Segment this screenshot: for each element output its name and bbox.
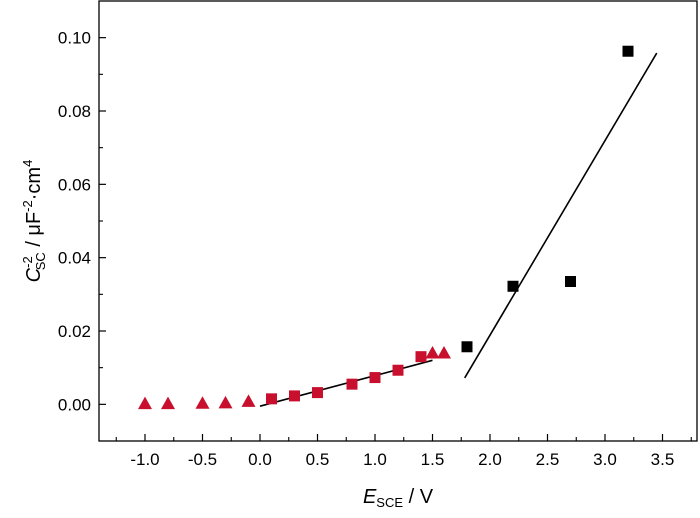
square-marker bbox=[565, 276, 576, 287]
square-marker bbox=[622, 45, 634, 57]
square-marker bbox=[369, 372, 381, 384]
square-marker bbox=[346, 378, 358, 390]
x-tick-labels: -1.0 -0.5 0.0 0.5 1.0 1.5 2.0 2.5 3.0 3.5 bbox=[130, 450, 674, 469]
square-marker bbox=[507, 280, 519, 292]
y-tick-label: 0.02 bbox=[58, 322, 91, 341]
triangle-marker bbox=[241, 394, 256, 407]
triangle-marker bbox=[437, 346, 451, 359]
y-tick-label: 0.00 bbox=[58, 395, 91, 414]
axis-ticks bbox=[99, 37, 692, 441]
triangle-marker bbox=[195, 396, 210, 409]
x-tick-label: 2.0 bbox=[478, 450, 502, 469]
square-marker bbox=[312, 387, 323, 399]
x-axis-label: ESCE / V bbox=[363, 486, 434, 510]
fit-line bbox=[259, 359, 433, 407]
square-marker bbox=[289, 390, 300, 402]
triangle-marker bbox=[218, 395, 233, 409]
data-points bbox=[138, 45, 634, 410]
x-tick-label: -0.5 bbox=[188, 450, 217, 469]
square-marker bbox=[415, 351, 427, 363]
square-marker bbox=[392, 364, 404, 376]
x-tick-label: 3.5 bbox=[651, 450, 675, 469]
x-tick-label: 1.0 bbox=[363, 450, 387, 469]
x-tick-label: 2.5 bbox=[536, 450, 560, 469]
square-marker bbox=[266, 393, 277, 405]
triangle-marker bbox=[425, 346, 440, 359]
x-tick-label: 3.0 bbox=[593, 450, 617, 469]
y-tick-labels: 0.00 0.02 0.04 0.06 0.08 0.10 bbox=[58, 29, 91, 415]
triangle-marker bbox=[138, 396, 152, 410]
fit-lines bbox=[259, 52, 658, 407]
y-tick-label: 0.04 bbox=[58, 249, 91, 268]
y-tick-label: 0.08 bbox=[58, 102, 91, 121]
square-marker bbox=[461, 341, 473, 353]
y-axis-label: C-2SC / μF-2·cm4 bbox=[20, 160, 48, 283]
y-tick-label: 0.10 bbox=[58, 29, 91, 48]
x-tick-label: 0.0 bbox=[248, 450, 272, 469]
x-tick-label: 0.5 bbox=[306, 450, 330, 469]
fit-line bbox=[464, 52, 658, 379]
x-tick-label: 1.5 bbox=[421, 450, 445, 469]
y-tick-label: 0.06 bbox=[58, 175, 91, 194]
triangle-marker bbox=[161, 396, 175, 410]
x-tick-label: -1.0 bbox=[130, 450, 159, 469]
